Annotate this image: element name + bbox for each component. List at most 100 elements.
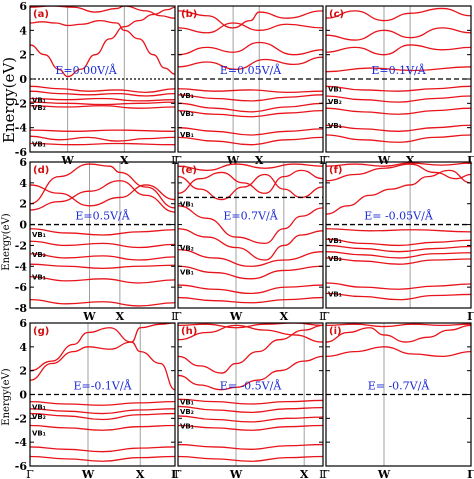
band-line bbox=[178, 88, 323, 94]
band-line bbox=[30, 85, 175, 94]
ytick-label: 2 bbox=[19, 49, 27, 62]
panel-4: 6 4 2 0 -2 -4 -6 -8 W X Γ (d) VB₁ VB₂ VB₁ E=0.5V/Å bbox=[15, 156, 179, 323]
ytick-label: 2 bbox=[19, 198, 27, 211]
band-line bbox=[30, 263, 175, 270]
ytick-label: 6 bbox=[19, 317, 27, 330]
bands bbox=[326, 162, 471, 301]
xtick-label: Γ bbox=[467, 468, 474, 479]
xtick-label: Γ bbox=[467, 154, 474, 167]
panel-frame bbox=[29, 161, 176, 309]
band-line bbox=[178, 228, 323, 261]
bands bbox=[30, 6, 175, 146]
band-line bbox=[326, 124, 471, 132]
panel-letter: (b) bbox=[181, 9, 197, 20]
band-line bbox=[326, 292, 471, 301]
band-line bbox=[326, 346, 471, 358]
band-label: VB₁ bbox=[328, 122, 342, 130]
xtick-label-gamma-right: Γ bbox=[319, 154, 327, 167]
ytick-label: -2 bbox=[15, 412, 27, 425]
band-line bbox=[326, 66, 471, 73]
ytick-label: -6 bbox=[15, 281, 28, 294]
band-line bbox=[326, 163, 471, 182]
xtick-label: X bbox=[120, 154, 129, 167]
panel-9: W Γ Γ (i) E= -0.7V/Å bbox=[322, 322, 474, 479]
xtick-label: X bbox=[280, 310, 289, 323]
band-line bbox=[326, 238, 471, 247]
band-line bbox=[30, 276, 175, 284]
band-label: VB₁ bbox=[32, 274, 46, 282]
band-line bbox=[30, 424, 175, 431]
band-line bbox=[178, 355, 323, 391]
band-label: VB₂ bbox=[32, 104, 46, 112]
band-label: VB₁ bbox=[328, 290, 342, 298]
band-label: VB₁ bbox=[32, 403, 46, 411]
ytick-label: -4 bbox=[15, 260, 28, 273]
bands bbox=[178, 163, 323, 304]
xtick-label: W bbox=[81, 468, 95, 479]
panel-letter: (a) bbox=[33, 9, 49, 20]
xtick-label: X bbox=[255, 154, 264, 167]
band-line bbox=[178, 324, 323, 343]
bands bbox=[178, 10, 323, 146]
band-line bbox=[326, 228, 471, 233]
band-line bbox=[326, 324, 471, 343]
band-line bbox=[178, 127, 323, 136]
band-line bbox=[326, 7, 471, 22]
band-label: VB₁ bbox=[180, 399, 194, 407]
band-line bbox=[178, 424, 323, 431]
band-line bbox=[326, 44, 471, 56]
band-line bbox=[30, 240, 175, 249]
band-line bbox=[326, 27, 471, 41]
band-label: VB₁ bbox=[32, 140, 46, 148]
band-line bbox=[326, 95, 471, 103]
ytick-label: 6 bbox=[19, 0, 27, 13]
band-line bbox=[30, 446, 175, 453]
band-label: VB₁ bbox=[180, 201, 194, 209]
band-line bbox=[178, 94, 323, 102]
xtick-label: W bbox=[377, 468, 391, 479]
band-label: VB₁ bbox=[180, 131, 194, 139]
ytick-label: -2 bbox=[15, 97, 27, 110]
band-line bbox=[30, 97, 175, 102]
band-line bbox=[30, 327, 175, 391]
ytick-label: 2 bbox=[19, 365, 27, 378]
band-line bbox=[30, 6, 175, 19]
panel-7: 6 4 2 0 -2 -4 -6 W X Γ Γ (g) VB₁ VB₂ VB₁ E=-0.1V/Å bbox=[15, 317, 179, 479]
ytick-label: 4 bbox=[19, 24, 27, 37]
band-line bbox=[178, 415, 323, 423]
ytick-label: 0 bbox=[19, 389, 27, 402]
band-label: VB₁ bbox=[328, 237, 342, 245]
efield-label: E=0.7V/Å bbox=[223, 208, 278, 222]
band-line bbox=[30, 299, 175, 307]
xtick-label: X bbox=[136, 468, 145, 479]
band-line bbox=[178, 323, 323, 329]
panel-letter: (e) bbox=[181, 165, 197, 176]
band-line bbox=[178, 41, 323, 56]
band-label: VB₁ bbox=[32, 430, 46, 438]
xtick-label: W bbox=[229, 310, 243, 323]
bands bbox=[326, 323, 471, 358]
xtick-label: W bbox=[377, 154, 391, 167]
band-label: VB₂ bbox=[180, 408, 194, 416]
xtick-label-gamma-right: Γ bbox=[319, 310, 327, 323]
band-line bbox=[30, 163, 175, 209]
band-line bbox=[326, 244, 471, 253]
efield-label: E=0.5V/Å bbox=[75, 209, 130, 223]
ylabel-row3: Energy(eV) bbox=[1, 368, 12, 426]
band-line bbox=[178, 443, 323, 450]
band-line bbox=[178, 205, 323, 244]
band-line bbox=[178, 405, 323, 414]
band-line bbox=[30, 401, 175, 406]
xtick-label: W bbox=[229, 468, 243, 479]
band-label: VB₂ bbox=[180, 245, 194, 253]
panel-3: W X Γ Γ (c) VB₁ VB₂ VB₁ E=0.1V/Å bbox=[322, 5, 474, 167]
xtick-label-gamma-left: Γ bbox=[174, 468, 182, 479]
band-label: VB₂ bbox=[32, 413, 46, 421]
band-line bbox=[30, 228, 175, 236]
bands bbox=[178, 323, 323, 462]
xtick-label: X bbox=[116, 310, 125, 323]
band-line bbox=[326, 257, 471, 265]
ytick-label: 4 bbox=[19, 341, 27, 354]
